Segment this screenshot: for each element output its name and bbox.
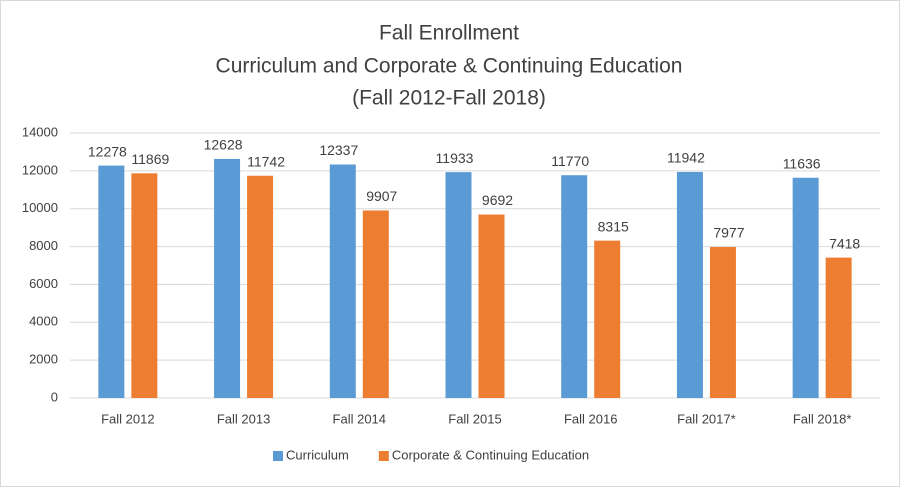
value-label: 7977 (713, 225, 744, 241)
value-label: 9692 (482, 192, 513, 208)
bar (98, 165, 125, 398)
y-tick-label: 4000 (29, 314, 58, 329)
x-tick-label: Fall 2014 (333, 411, 386, 426)
chart-title: (Fall 2012-Fall 2018) (352, 87, 546, 110)
bar (709, 247, 736, 398)
y-tick-label: 8000 (29, 238, 58, 253)
chart-title: Fall Enrollment (379, 22, 519, 45)
y-tick-label: 2000 (29, 352, 58, 367)
x-tick-label: Fall 2015 (448, 411, 501, 426)
value-label: 12278 (88, 143, 127, 159)
value-label: 11770 (551, 153, 589, 169)
y-tick-label: 0 (51, 389, 58, 404)
x-tick-label: Fall 2016 (564, 411, 617, 426)
y-tick-label: 14000 (22, 124, 58, 139)
legend-swatch (378, 451, 389, 461)
y-tick-label: 12000 (22, 162, 58, 177)
value-label: 11636 (783, 155, 821, 171)
bar (561, 175, 588, 398)
value-label: 11933 (436, 150, 474, 166)
value-label: 11742 (247, 153, 285, 169)
legend-label: Corporate & Continuing Education (392, 447, 589, 462)
x-tick-label: Fall 2017* (677, 411, 736, 426)
y-tick-label: 6000 (29, 276, 58, 291)
x-tick-label: Fall 2013 (217, 411, 270, 426)
bar (594, 240, 621, 398)
value-label: 11942 (667, 150, 705, 166)
value-label: 11869 (131, 151, 169, 167)
bar (792, 177, 819, 398)
value-label: 12337 (319, 142, 358, 158)
bar (247, 175, 274, 398)
bar (825, 257, 852, 398)
value-label: 9907 (366, 188, 397, 204)
chart-title: Curriculum and Corporate & Continuing Ed… (216, 55, 683, 78)
bar (214, 158, 241, 398)
bar (362, 210, 389, 398)
bar (445, 172, 472, 398)
y-tick-label: 10000 (22, 200, 58, 215)
legend-label: Curriculum (286, 447, 349, 462)
value-label: 8315 (598, 218, 629, 234)
bar (676, 171, 703, 398)
x-tick-label: Fall 2012 (101, 411, 154, 426)
legend-swatch (273, 451, 283, 461)
bar (329, 164, 356, 398)
x-tick-label: Fall 2018* (793, 411, 852, 426)
bar (131, 173, 158, 398)
value-label: 12628 (204, 137, 243, 153)
value-label: 7418 (829, 235, 860, 251)
bar (478, 214, 505, 398)
